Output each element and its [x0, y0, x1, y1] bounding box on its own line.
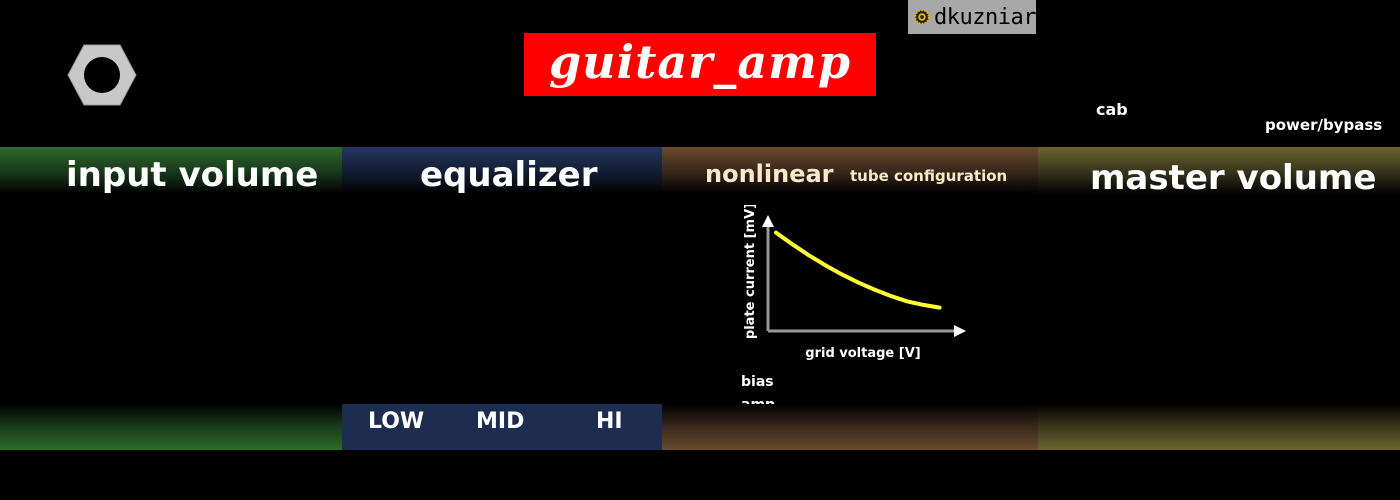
hex-nut-icon [67, 44, 137, 106]
nonlinear-band [662, 147, 1038, 194]
tube-curve-line [774, 230, 942, 310]
author-name: dkuzniar [934, 4, 1036, 30]
equalizer-band [342, 147, 662, 194]
power-bypass-label: power/bypass [1265, 116, 1383, 134]
tube-curve-plot: grid voltage [V] plate current [mV] [743, 205, 966, 361]
equalizer-bottom-band [342, 404, 662, 450]
author-badge[interactable]: dkuzniar [908, 0, 1036, 34]
title-banner: guitar_amp [524, 33, 876, 96]
eq-mid-label: MID [476, 409, 525, 434]
app-title: guitar_amp [548, 34, 851, 89]
nonlinear-bottom-band [662, 404, 1038, 450]
nonlinear-title: nonlinear [705, 160, 834, 188]
knob-logo-icon [914, 9, 930, 25]
master-volume-band [1038, 147, 1400, 194]
cab-label: cab [1096, 100, 1128, 119]
x-axis-arrow [954, 325, 966, 337]
bias-label: bias [741, 374, 774, 390]
equalizer-title: equalizer [420, 155, 598, 195]
master-volume-bottom-band [1038, 404, 1400, 450]
input-volume-bottom-band [0, 404, 342, 450]
input-volume-title: input volume [66, 155, 319, 195]
master-volume-title: master volume [1090, 158, 1377, 198]
y-axis-arrow [762, 215, 774, 227]
eq-low-label: LOW [368, 409, 425, 434]
tube-configuration-label: tube configuration [850, 167, 1008, 185]
input-volume-band [0, 147, 342, 194]
eq-hi-label: HI [596, 409, 623, 434]
y-axis-label: plate current [mV] [743, 205, 758, 339]
x-axis-label: grid voltage [V] [805, 346, 920, 361]
